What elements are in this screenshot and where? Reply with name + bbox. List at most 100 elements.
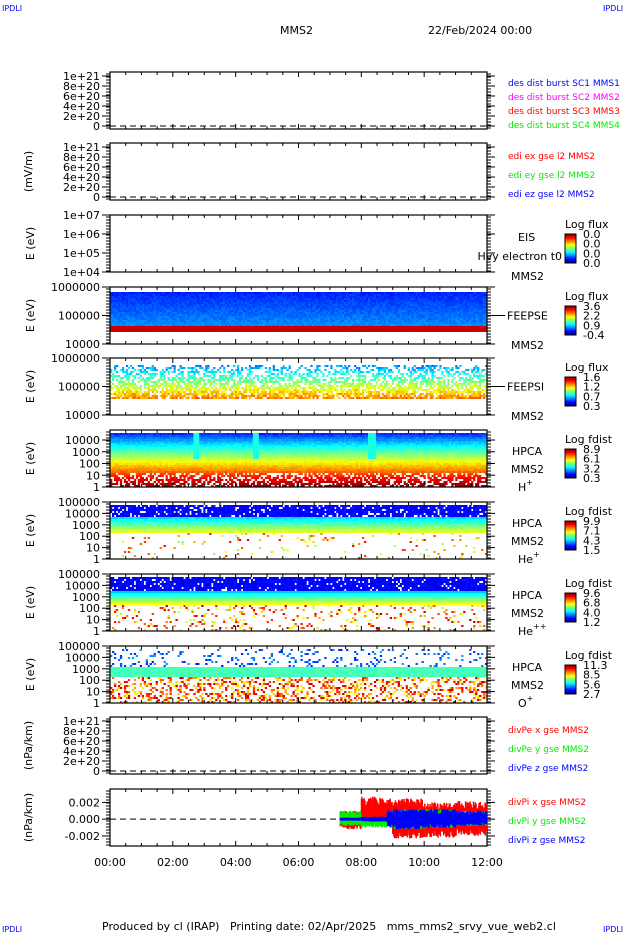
spectrogram-cell xyxy=(129,306,133,308)
spectrogram-cell xyxy=(163,304,166,306)
spectrogram-cell xyxy=(280,324,283,326)
spectrogram-cell xyxy=(129,391,133,393)
spectrogram-cell xyxy=(119,310,123,312)
spectrogram-cell xyxy=(461,324,464,326)
spectrogram-cell xyxy=(310,328,313,330)
spectrogram-cell xyxy=(217,326,220,328)
spectrogram-cell xyxy=(235,300,238,302)
spectrogram-cell xyxy=(248,324,252,326)
spectrogram-cell xyxy=(201,395,204,397)
spectrogram-cell xyxy=(161,296,164,298)
spectrogram-cell xyxy=(391,302,395,304)
spectrogram-cell xyxy=(179,300,182,302)
spectrogram-cell xyxy=(151,298,154,300)
spectrogram-cell xyxy=(479,328,482,330)
spectrogram-cell xyxy=(459,300,462,302)
spectrogram-cell xyxy=(485,302,488,304)
spectrogram-cell xyxy=(231,298,234,300)
spectrogram-cell xyxy=(115,320,119,322)
spectrogram-cell xyxy=(189,391,192,393)
spectrogram-cell xyxy=(266,308,270,310)
spectrogram-cell xyxy=(133,328,137,330)
spectrogram-cell xyxy=(381,300,385,302)
spectrogram-cell xyxy=(381,306,385,308)
spectrogram-cell xyxy=(415,302,418,304)
spectrogram-cell xyxy=(421,308,424,310)
spectrogram-cell xyxy=(244,328,248,330)
spectrogram-cell xyxy=(244,314,248,316)
spectrogram-cell xyxy=(119,294,123,296)
spectrogram-cell xyxy=(387,304,391,306)
spectrogram-cell xyxy=(481,304,484,306)
spectrogram-cell xyxy=(433,302,436,304)
spectrogram-cell xyxy=(143,391,147,393)
spectrogram-cell xyxy=(137,330,141,332)
spectrogram-cell xyxy=(266,296,270,298)
spectrogram-cell xyxy=(417,304,420,306)
spectrogram-cell xyxy=(358,298,361,300)
spectrogram-cell xyxy=(248,387,252,389)
spectrogram-cell xyxy=(133,397,137,399)
spectrogram-cell xyxy=(225,294,228,296)
spectrogram-cell xyxy=(437,330,440,332)
spectrogram-cell xyxy=(288,312,291,314)
spectrogram-cell xyxy=(356,304,359,306)
spectrogram-cell xyxy=(193,320,196,322)
spectrogram-cell xyxy=(336,294,339,296)
spectrogram-cell xyxy=(147,300,150,302)
spectrogram-cell xyxy=(133,318,137,320)
spectrogram-cell xyxy=(459,322,462,324)
spectrogram-cell xyxy=(225,292,228,294)
spectrogram-cell xyxy=(278,330,281,332)
spectrogram-cell xyxy=(361,310,365,312)
spectrogram-cell xyxy=(183,381,186,383)
spectrogram-cell xyxy=(453,308,456,310)
spectrogram-cell xyxy=(411,294,414,296)
spectrogram-cell xyxy=(286,294,289,296)
spectrogram-cell xyxy=(284,300,287,302)
spectrogram-cell xyxy=(121,324,125,326)
spectrogram-cell xyxy=(280,304,283,306)
spectrogram-cell xyxy=(429,296,432,298)
spectrogram-cell xyxy=(187,330,190,332)
spectrogram-cell xyxy=(244,377,248,379)
spectrogram-cell xyxy=(211,328,214,330)
spectrogram-cell xyxy=(201,393,204,395)
spectrogram-cell xyxy=(248,373,252,375)
spectrogram-cell xyxy=(431,296,434,298)
spectrogram-cell xyxy=(453,328,456,330)
spectrogram-cell xyxy=(123,393,127,395)
spectrogram-cell xyxy=(133,320,137,322)
spectrogram-cell xyxy=(463,298,466,300)
spectrogram-cell xyxy=(383,310,387,312)
spectrogram-cell xyxy=(235,302,238,304)
spectrogram-cell xyxy=(248,308,252,310)
spectrogram-cell xyxy=(183,326,186,328)
spectrogram-cell xyxy=(181,367,184,369)
spectrogram-cell xyxy=(254,300,258,302)
spectrogram-cell xyxy=(197,393,200,395)
spectrogram-cell xyxy=(129,316,133,318)
spectrogram-cell xyxy=(354,312,357,314)
spectrogram-cell xyxy=(179,365,182,367)
spectrogram-cell xyxy=(324,324,327,326)
spectrogram-cell xyxy=(169,318,172,320)
spectrogram-cell xyxy=(215,379,218,381)
spectrogram-cell xyxy=(173,324,176,326)
spectrogram-cell xyxy=(383,304,387,306)
spectrogram-cell xyxy=(215,292,218,294)
spectrogram-cell xyxy=(324,304,327,306)
spectrogram-cell xyxy=(264,292,268,294)
spectrogram-cell xyxy=(215,294,218,296)
spectrogram-cell xyxy=(485,318,488,320)
spectrogram-cell xyxy=(250,300,254,302)
spectrogram-cell xyxy=(157,324,160,326)
spectrogram-cell xyxy=(363,292,367,294)
spectrogram-cell xyxy=(187,395,190,397)
spectrogram-cell xyxy=(197,326,200,328)
spectrogram-cell xyxy=(308,304,311,306)
spectrogram-cell xyxy=(467,322,470,324)
spectrogram-cell xyxy=(209,308,212,310)
spectrogram-cell xyxy=(367,326,371,328)
spectrogram-cell xyxy=(282,310,285,312)
